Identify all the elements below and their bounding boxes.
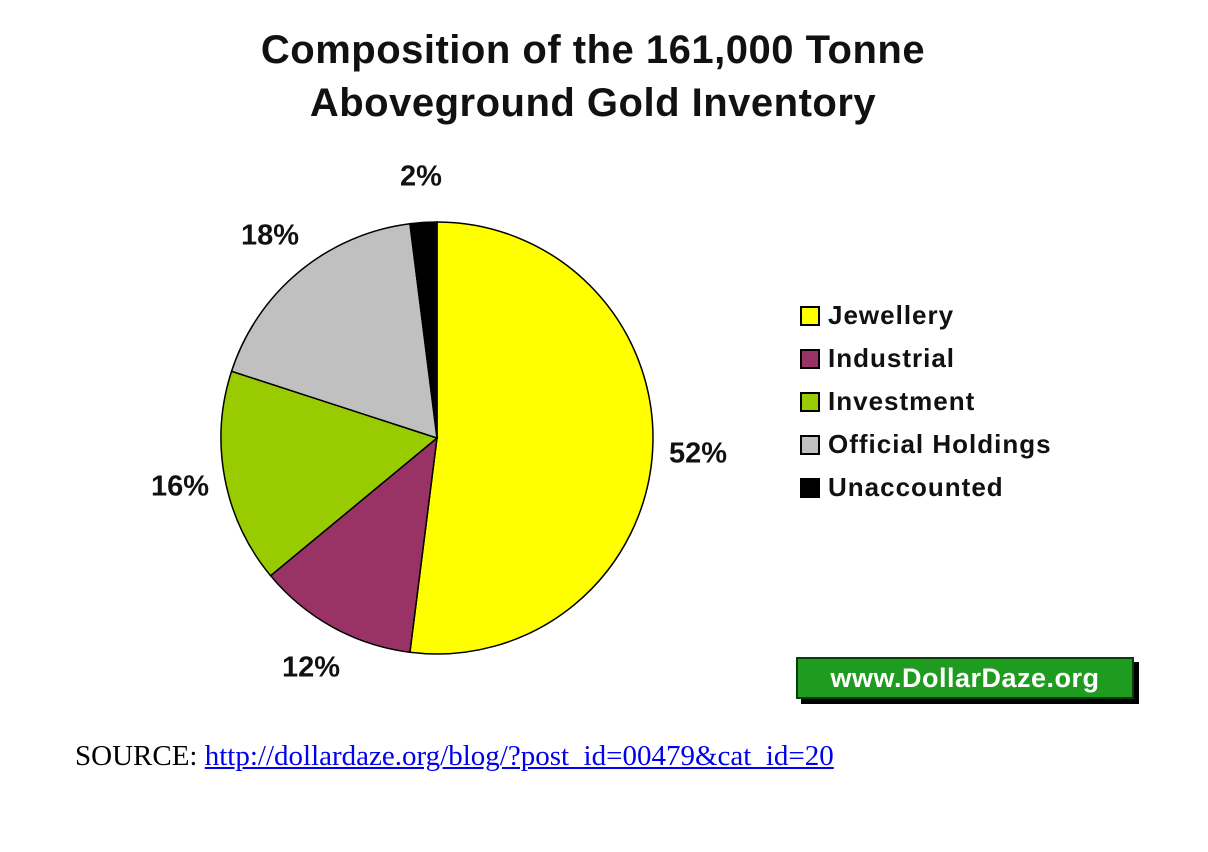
legend-item-unaccounted: Unaccounted	[800, 466, 1052, 509]
legend-color-swatch	[800, 391, 820, 412]
chart-title-line-2: Aboveground Gold Inventory	[309, 80, 877, 125]
legend-label: Jewellery	[828, 300, 955, 330]
legend-label: Industrial	[828, 343, 956, 373]
pie-slice-industrial	[269, 436, 438, 654]
slice-label-jewellery: 52%	[668, 437, 728, 470]
slice-label-industrial: 12%	[281, 651, 341, 684]
legend-item-official-holdings: Official Holdings	[800, 423, 1052, 466]
source-link[interactable]: http://dollardaze.org/blog/?post_id=0047…	[204, 740, 834, 772]
pie-slice-jewellery	[409, 221, 654, 655]
source-line: SOURCE: http://dollardaze.org/blog/?post…	[75, 740, 834, 773]
legend: Jewellery Industrial Investment Official Ho…	[800, 294, 1052, 509]
legend-color-swatch	[800, 434, 820, 455]
legend-item-industrial: Industrial	[800, 337, 1052, 380]
legend-color-swatch	[800, 305, 820, 326]
legend-label: Investment	[828, 386, 976, 416]
slice-label-official-holdings: 18%	[240, 219, 300, 252]
chart-title-line-1: Composition of the 161,000 Tonne	[260, 28, 926, 72]
slice-label-unaccounted: 2%	[400, 160, 442, 193]
legend-item-investment: Investment	[800, 380, 1052, 423]
pie-slice-unaccounted	[409, 221, 438, 439]
pie-slice-investment	[220, 370, 439, 577]
pie-slice-official-holdings	[230, 222, 438, 440]
legend-label: Unaccounted	[828, 472, 1004, 502]
slice-label-investment: 16%	[150, 470, 210, 503]
legend-color-swatch	[800, 348, 820, 369]
legend-color-swatch	[800, 477, 820, 498]
dollardaze-badge: www.DollarDaze.org	[796, 657, 1134, 699]
source-label: SOURCE:	[75, 740, 205, 772]
legend-item-jewellery: Jewellery	[800, 294, 1052, 337]
chart-title: Composition of the 161,000 Tonne Abovegr…	[0, 24, 1186, 130]
legend-label: Official Holdings	[828, 429, 1052, 459]
